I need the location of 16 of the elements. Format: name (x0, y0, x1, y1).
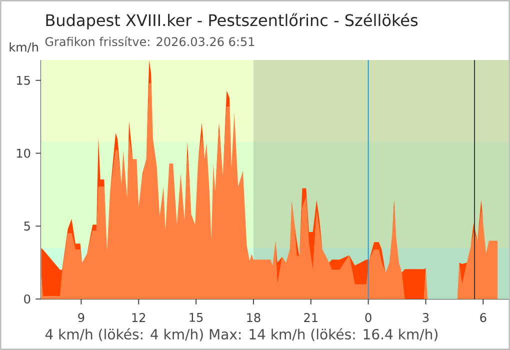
y-tick-label: 0 (24, 294, 30, 304)
chart-title: Budapest XVIII.ker - Pestszentlőrinc - Széllökés (46, 13, 418, 30)
x-tick-label: 21 (304, 313, 318, 322)
y-tick-label: 10 (17, 148, 30, 158)
x-tick-label: 12 (132, 313, 146, 322)
x-tick-label: 18 (247, 313, 260, 322)
x-tick-label: 9 (78, 313, 84, 322)
x-tick-label: 15 (190, 313, 203, 322)
x-tick-label: 3 (422, 313, 429, 322)
x-tick-label: 0 (365, 313, 372, 322)
text: 4 km/h (lökés: 4 km/h) Max: 14 km/h (lökés: 16.4 km/h) (45, 328, 438, 342)
x-tick-label: 6 (480, 313, 486, 322)
y-tick-label: 5 (24, 222, 30, 231)
y-axis-title: km/h (10, 42, 38, 53)
chart-subtitle: Grafikon frissítve: 2026.03.26 6:51 (45, 36, 254, 46)
y-tick-label: 15 (17, 76, 30, 85)
